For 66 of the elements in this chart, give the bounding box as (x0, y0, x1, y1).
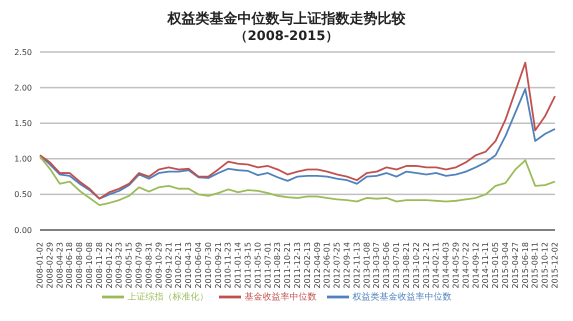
x-tick-label: 2008-06-18 (65, 242, 74, 288)
x-tick-label: 2015-12-02 (550, 242, 560, 288)
x-tick-label: 2009-03-23 (114, 242, 124, 288)
x-tick-label: 2010-02-11 (174, 242, 184, 288)
legend-label: 权益类基金收益率中位数 (352, 292, 452, 302)
x-tick-label: 2008-01-02 (36, 242, 44, 288)
x-tick-label: 2014-09-12 (471, 242, 480, 288)
x-tick-label: 2015-06-18 (520, 242, 530, 288)
x-tick-label: 2012-02-13 (302, 242, 312, 288)
chart-title: 权益类基金中位数与上证指数走势比较 (166, 10, 406, 28)
x-tick-label: 2013-05-06 (382, 242, 392, 288)
x-tick-label: 2013-10-22 (412, 242, 421, 288)
x-tick-label: 2009-12-21 (164, 242, 174, 288)
x-tick-label: 2011-07-01 (263, 242, 272, 288)
x-tick-label: 2014-02-11 (432, 242, 441, 288)
x-tick-label: 2015-04-27 (510, 242, 520, 288)
x-tick-label: 2012-11-13 (352, 242, 362, 288)
x-tick-label: 2008-10-08 (85, 242, 94, 288)
x-tick-label: 2015-10-12 (540, 242, 550, 288)
x-tick-label: 2014-07-22 (461, 242, 470, 288)
x-tick-label: 2008-04-23 (55, 242, 64, 288)
x-tick-label: 2015-08-11 (530, 242, 540, 288)
x-tick-label: 2009-05-15 (124, 242, 134, 288)
x-tick-label: 2009-10-29 (154, 242, 164, 288)
x-tick-label: 2011-12-13 (293, 242, 302, 288)
x-tick-label: 2015-01-05 (491, 242, 500, 288)
x-tick-label: 2011-10-21 (283, 242, 292, 288)
x-tick-label: 2009-07-09 (134, 242, 144, 288)
y-tick-label: 0.50 (14, 190, 32, 200)
x-tick-label: 2009-01-22 (104, 242, 114, 288)
x-tick-label: 2013-12-12 (422, 242, 431, 288)
x-tick-label: 2013-03-07 (372, 242, 382, 288)
x-tick-label: 2014-05-29 (451, 242, 460, 288)
x-tick-label: 2008-02-29 (45, 242, 54, 288)
y-tick-label: 2.00 (14, 83, 32, 92)
x-tick-label: 2013-01-08 (362, 242, 372, 288)
legend-label: 上证综指（标准化） (128, 292, 208, 302)
y-tick-label: 2.50 (14, 48, 32, 57)
x-tick-label: 2010-04-13 (184, 242, 194, 288)
x-tick-label: 2011-03-15 (243, 242, 252, 288)
x-tick-label: 2015-03-04 (500, 242, 510, 288)
x-tick-label: 2009-08-31 (144, 242, 154, 288)
x-tick-label: 2012-09-14 (342, 242, 352, 288)
y-tick-label: 0.00 (14, 226, 32, 235)
x-tick-label: 2008-08-08 (75, 242, 84, 288)
x-tick-label: 2010-07-30 (204, 242, 213, 288)
y-tick-label: 1.00 (14, 154, 32, 164)
chart-subtitle: （2008-2015） (234, 28, 340, 46)
x-tick-label: 2011-01-14 (234, 242, 243, 288)
x-tick-label: 2010-06-04 (194, 242, 203, 288)
x-tick-label: 2013-07-01 (392, 242, 402, 288)
y-tick-label: 1.50 (14, 119, 32, 128)
x-tick-label: 2011-05-10 (253, 242, 262, 288)
x-tick-label: 2008-11-28 (94, 242, 104, 288)
x-tick-label: 2012-07-25 (332, 242, 342, 288)
legend-label: 基金收益率中位数 (244, 292, 316, 302)
x-tick-label: 2012-06-01 (322, 242, 332, 288)
line-series (39, 156, 556, 206)
line-series (39, 62, 556, 200)
x-tick-label: 2011-08-23 (273, 242, 282, 288)
x-tick-label: 2012-04-09 (312, 242, 322, 288)
x-tick-label: 2010-11-23 (224, 242, 233, 288)
x-tick-label: 2014-11-11 (481, 242, 490, 288)
x-tick-label: 2013-08-21 (402, 242, 411, 288)
x-tick-label: 2014-04-03 (442, 242, 451, 288)
x-tick-label: 2010-09-21 (214, 242, 223, 288)
